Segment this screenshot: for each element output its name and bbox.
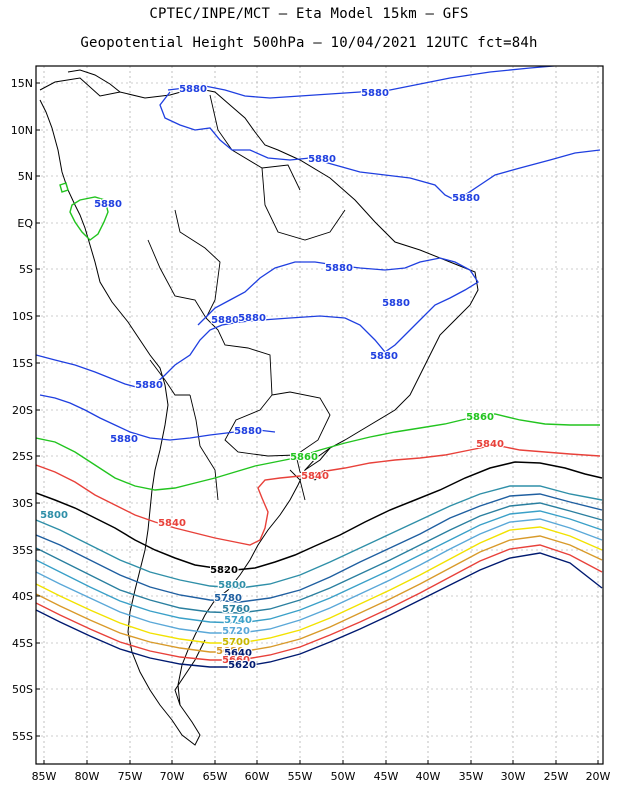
contour-label-5880: 5880 (382, 298, 410, 309)
longitude-labels: 85W 80W 75W 70W 65W 60W 55W 50W 45W 40W 35W 30W 25W 2… (32, 760, 611, 783)
longitude-label: 20W (586, 770, 611, 783)
latitude-label: 25S (12, 450, 33, 463)
contour-label-5880: 5880 (135, 380, 163, 391)
longitude-label: 40W (416, 770, 441, 783)
contour-label-5880: 5880 (370, 351, 398, 362)
map-title-line1: CPTEC/INPE/MCT – Eta Model 15km – GFS (149, 6, 469, 22)
contour-label-5840: 5840 (158, 518, 186, 529)
latitude-label: EQ (17, 217, 33, 230)
longitude-label: 35W (459, 770, 484, 783)
contour-5840 (36, 444, 601, 546)
longitude-label: 55W (288, 770, 313, 783)
longitude-label: 45W (374, 770, 399, 783)
latitude-label: 10N (11, 124, 33, 137)
latitude-label: 55S (12, 730, 33, 743)
contour-label-5820: 5820 (210, 565, 238, 576)
latitude-label: 15S (12, 357, 33, 370)
contour-label-5700: 5700 (222, 637, 250, 648)
contour-label-5720: 5720 (222, 626, 250, 637)
latitude-label: 5N (18, 170, 33, 183)
latitude-label: 5S (19, 263, 33, 276)
latitude-label: 20S (12, 404, 33, 417)
contour-label-5640: 5640 (224, 648, 252, 659)
latitude-label: 30S (12, 497, 33, 510)
contour-label-5800: 5800 (40, 510, 68, 521)
latitude-label: 10S (12, 310, 33, 323)
contour-label-5880: 5880 (238, 313, 266, 324)
longitude-label: 25W (544, 770, 569, 783)
longitude-label: 80W (75, 770, 100, 783)
contour-label-5880: 5880 (211, 315, 239, 326)
contour-label-5660: 5660 (222, 655, 250, 666)
latitude-label: 45S (12, 637, 33, 650)
contour-label-5840: 5840 (301, 471, 329, 482)
contour-label-5880: 5880 (361, 88, 389, 99)
contour-5820 (36, 461, 603, 571)
contour-label-5840: 5840 (476, 439, 504, 450)
longitude-label: 75W (118, 770, 143, 783)
contour-label-5880: 5880 (179, 84, 207, 95)
contour-label-5880: 5880 (110, 434, 138, 445)
contour-label-5880: 5880 (325, 263, 353, 274)
contour-label-5740: 5740 (224, 615, 252, 626)
contour-label-5620: 5620 (228, 660, 256, 671)
contour-label-5880: 5880 (308, 154, 336, 165)
map-frame (35, 65, 604, 765)
contour-label-5860: 5860 (290, 452, 318, 463)
latitude-label: 15N (11, 77, 33, 90)
contour-label-5880: 5880 (94, 199, 122, 210)
map-grid (36, 66, 603, 764)
contour-label-5800: 5800 (218, 580, 246, 591)
contour-label-5760: 5760 (222, 604, 250, 615)
contour-bundle-south (36, 485, 603, 668)
latitude-labels: 15N 10N 5N EQ 5S 10S 15S 20S 25S 30S 35S 40S 45S 50S 5… (11, 77, 40, 743)
contour-label-5860: 5860 (466, 412, 494, 423)
contour-5880 (36, 66, 601, 441)
longitude-label: 30W (501, 770, 526, 783)
longitude-label: 65W (203, 770, 228, 783)
latitude-label: 35S (12, 544, 33, 557)
contour-5860 (36, 182, 600, 491)
contour-label-5880: 5880 (452, 193, 480, 204)
longitude-label: 50W (331, 770, 356, 783)
contour-label-5880: 5880 (234, 426, 262, 437)
country-borders (147, 94, 346, 501)
coastline (39, 69, 479, 746)
latitude-label: 50S (12, 683, 33, 696)
longitude-label: 60W (245, 770, 270, 783)
longitude-label: 70W (160, 770, 185, 783)
contour-label-5680: 5680 (216, 646, 244, 657)
map-title-line2: Geopotential Height 500hPa – 10/04/2021 … (80, 35, 538, 51)
latitude-label: 40S (12, 590, 33, 603)
longitude-label: 85W (32, 770, 57, 783)
contour-label-5780: 5780 (214, 593, 242, 604)
